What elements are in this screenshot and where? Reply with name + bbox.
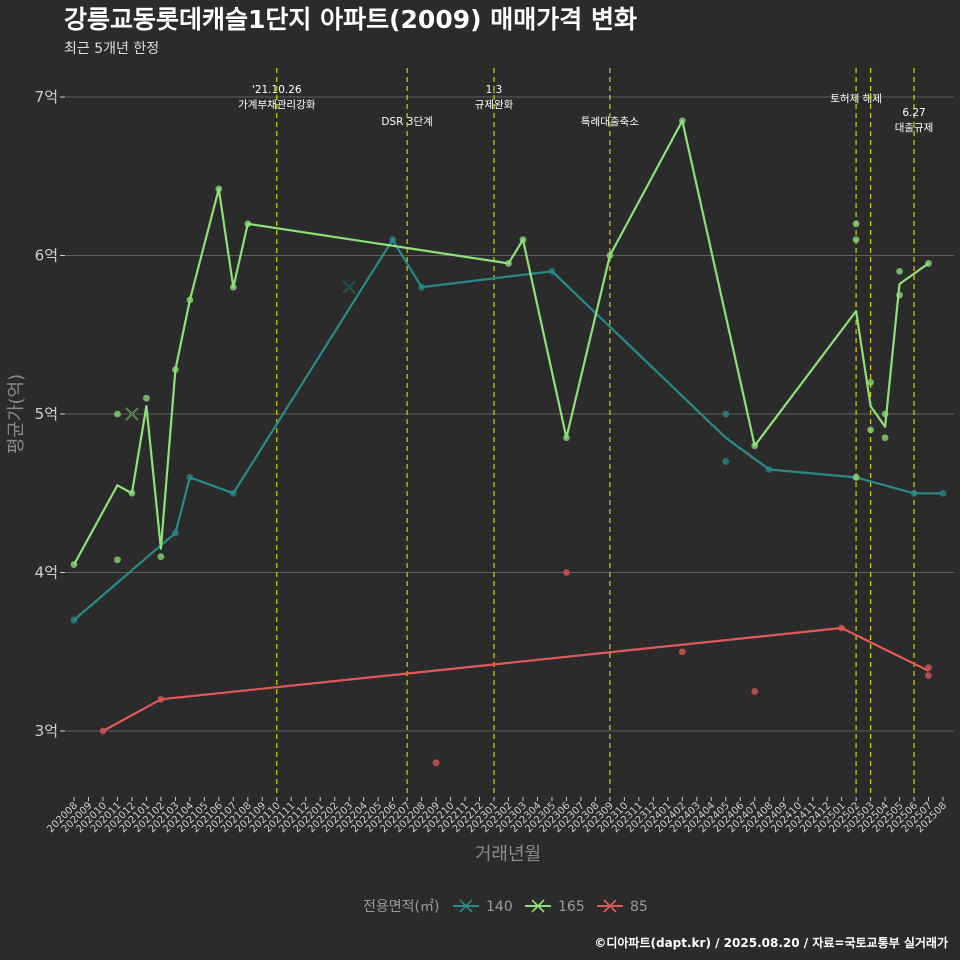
data-point: [432, 759, 440, 767]
data-point: [678, 648, 686, 656]
legend-label: 165: [558, 899, 585, 915]
series-layer: [70, 117, 947, 767]
event-label: 토허제 해제: [830, 92, 882, 105]
series-140: [70, 236, 947, 624]
event-label: 1.3: [486, 84, 503, 96]
data-point: [925, 672, 932, 679]
data-point: [70, 561, 78, 568]
event-label: 대출규제: [895, 122, 934, 134]
y-tick-label: 4억: [35, 564, 58, 582]
data-point: [157, 553, 165, 561]
data-point: [751, 442, 759, 450]
data-point: [722, 458, 730, 465]
data-point: [548, 267, 556, 275]
data-point: [563, 569, 570, 576]
series-85: [99, 569, 932, 767]
series-line: [102, 626, 929, 732]
legend-key-cross: [603, 899, 617, 913]
data-point: [519, 236, 527, 244]
legend-key-cross: [531, 899, 545, 913]
data-point: [881, 434, 889, 442]
data-point: [867, 378, 874, 386]
cross-marker: [342, 280, 356, 294]
data-point: [606, 252, 614, 259]
data-point: [99, 727, 107, 735]
event-label: DSR 3단계: [381, 116, 432, 128]
data-point: [896, 291, 903, 299]
legend-label: 85: [630, 899, 648, 915]
data-point: [722, 410, 730, 418]
y-tick-label: 7억: [35, 88, 58, 106]
y-gridlines: [60, 96, 954, 732]
data-point: [229, 489, 237, 497]
data-point: [114, 556, 121, 564]
legend-label: 140: [486, 899, 513, 915]
data-point: [171, 529, 179, 537]
data-point: [244, 220, 252, 228]
data-point: [70, 616, 78, 624]
cross-marker: [125, 407, 139, 421]
data-point: [563, 434, 570, 442]
data-point: [143, 394, 150, 402]
event-label: 규제완화: [475, 98, 514, 111]
y-tick-label: 5억: [35, 405, 58, 423]
legend-key-cross: [459, 899, 473, 913]
x-axis-label: 거래년월: [475, 844, 541, 865]
event-label: 특례대출축소: [581, 116, 639, 128]
data-point: [838, 624, 846, 632]
data-point: [389, 236, 397, 244]
data-point: [114, 410, 121, 418]
data-point: [171, 366, 179, 374]
chart-subtitle: 최근 5개년 한정: [64, 41, 159, 57]
y-tick-labels: 3억 4억 5억 6억 7억: [35, 88, 65, 740]
y-axis-label: 평균가(억): [6, 374, 27, 454]
data-point: [852, 220, 860, 228]
data-point: [186, 474, 194, 481]
data-point: [229, 283, 237, 291]
data-point: [128, 489, 136, 497]
data-point: [505, 260, 512, 267]
data-point: [215, 185, 223, 193]
y-tick-label: 3억: [35, 722, 58, 740]
y-tick-label: 6억: [35, 247, 58, 265]
data-point: [939, 489, 947, 497]
data-point: [910, 489, 918, 497]
data-point: [678, 117, 686, 125]
data-point: [751, 687, 759, 695]
data-point: [157, 695, 165, 703]
series-line: [73, 238, 943, 621]
data-point: [418, 283, 425, 291]
data-point: [925, 260, 932, 267]
data-point: [881, 410, 889, 418]
series-165: [70, 117, 932, 568]
data-point: [765, 466, 773, 473]
chart-title: 강릉교동롯데캐슬1단지 아파트(2009) 매매가격 변화: [64, 5, 637, 34]
data-point: [896, 267, 903, 275]
data-point: [925, 664, 932, 671]
event-label: 가계부채관리강화: [238, 99, 316, 111]
data-point: [867, 426, 874, 434]
series-line: [73, 119, 930, 566]
caption: ©디아파트(dapt.kr) / 2025.08.20 / 자료=국토교통부 실…: [594, 935, 948, 950]
legend: 전용면적(㎡) 140 165 85: [363, 899, 648, 915]
legend-title: 전용면적(㎡): [363, 899, 439, 915]
event-label: 6.27: [902, 107, 925, 119]
event-label: '21.10.26: [252, 84, 302, 96]
x-tick-labels: 2020082020092020102020112020122021012021…: [45, 797, 949, 835]
data-point: [852, 236, 860, 244]
data-point: [186, 296, 194, 304]
data-point: [852, 474, 860, 481]
